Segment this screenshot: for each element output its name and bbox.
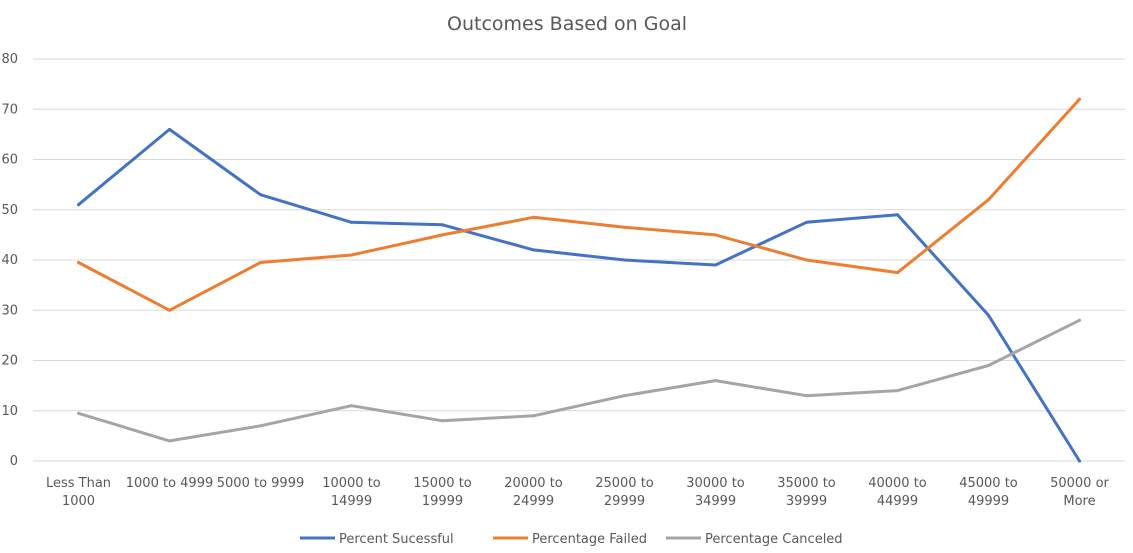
x-tick-label: 50000 or More [1050,476,1109,509]
x-tick-label-line: More [1063,494,1095,509]
x-tick-label-line: 15000 to [413,476,472,491]
x-tick-label-line: 30000 to [686,476,745,491]
data-point [1078,318,1081,322]
x-tick-label: 1000 to 4999 [126,476,213,491]
x-tick-label-line: 25000 to [595,476,654,491]
data-point [168,439,171,443]
x-tick-label-line: 14999 [331,494,372,509]
y-tick-label: 0 [10,454,18,469]
y-tick-label: 20 [1,354,18,369]
y-tick-label: 40 [1,253,18,268]
legend-label: Percent Sucessful [339,532,454,547]
data-point [1078,97,1081,101]
data-point [77,261,80,265]
data-point [714,233,717,237]
x-tick-label: 15000 to 19999 [413,476,472,509]
data-point [168,308,171,312]
data-point [714,379,717,383]
x-tick-label: 25000 to 29999 [595,476,654,509]
data-point [532,248,535,252]
x-tick-label-line: 10000 to [322,476,381,491]
data-point [623,394,626,398]
x-tick-label-line: 39999 [786,494,827,509]
x-axis-ticks: Less Than 1000 1000 to 4999 5000 to 9999 100… [46,476,1110,509]
x-tick-label-line: 40000 to [868,476,927,491]
x-tick-label-line: 45000 to [959,476,1018,491]
data-point [623,225,626,229]
x-tick-label-line: 49999 [968,494,1009,509]
data-point [805,220,808,224]
x-tick-label-line: 35000 to [777,476,836,491]
y-tick-label: 60 [1,153,18,168]
y-tick-label: 70 [1,102,18,117]
series-lines [77,97,1081,463]
data-point [987,198,990,202]
x-tick-label: 20000 to 24999 [504,476,563,509]
x-tick-label: 10000 to 14999 [322,476,381,509]
data-point [350,220,353,224]
data-point [441,419,444,423]
legend: Percent Sucessful Percentage Failed Percen… [300,532,843,547]
y-tick-label: 80 [1,52,18,67]
x-tick-label: 30000 to 34999 [686,476,745,509]
data-point [896,213,899,217]
x-tick-label-line: 1000 to 4999 [126,476,213,491]
data-point [805,394,808,398]
series-line-percent-sucessful [77,127,1081,463]
x-tick-label-line: 34999 [695,494,736,509]
data-point [987,364,990,368]
data-point [259,261,262,265]
x-tick-label-line: 19999 [422,494,463,509]
x-tick-label-line: Less Than [46,476,111,491]
legend-label: Percentage Canceled [705,532,843,547]
x-tick-label: 45000 to 49999 [959,476,1018,509]
x-tick-label-line: 29999 [604,494,645,509]
data-point [77,203,80,207]
series-line-percentage-canceled [77,318,1081,443]
x-tick-label-line: 44999 [877,494,918,509]
x-tick-label: Less Than 1000 [46,476,111,509]
data-point [441,233,444,237]
legend-label: Percentage Failed [532,532,647,547]
data-point [259,193,262,197]
y-axis-ticks: 0 10 20 30 40 50 60 70 80 [1,52,18,469]
data-point [714,263,717,267]
y-tick-label: 10 [1,404,18,419]
series-line-percentage-failed [77,97,1081,312]
chart-title: Outcomes Based on Goal [447,13,687,35]
data-point [987,313,990,317]
x-tick-label-line: 5000 to 9999 [217,476,304,491]
data-point [168,127,171,131]
x-tick-label-line: 20000 to [504,476,563,491]
data-point [532,215,535,219]
x-tick-label: 5000 to 9999 [217,476,304,491]
data-point [259,424,262,428]
data-point [441,223,444,227]
data-point [623,258,626,262]
data-point [896,389,899,393]
y-tick-label: 50 [1,203,18,218]
data-point [77,411,80,415]
gridlines [33,58,1125,462]
y-tick-label: 30 [1,303,18,318]
data-point [350,404,353,408]
data-point [1078,459,1081,463]
x-tick-label-line: 24999 [513,494,554,509]
x-tick-label: 40000 to 44999 [868,476,927,509]
x-tick-label-line: 1000 [62,494,95,509]
data-point [350,253,353,257]
data-point [532,414,535,418]
x-tick-label: 35000 to 39999 [777,476,836,509]
x-tick-label-line: 50000 or [1050,476,1109,491]
data-point [896,271,899,275]
data-point [805,258,808,262]
